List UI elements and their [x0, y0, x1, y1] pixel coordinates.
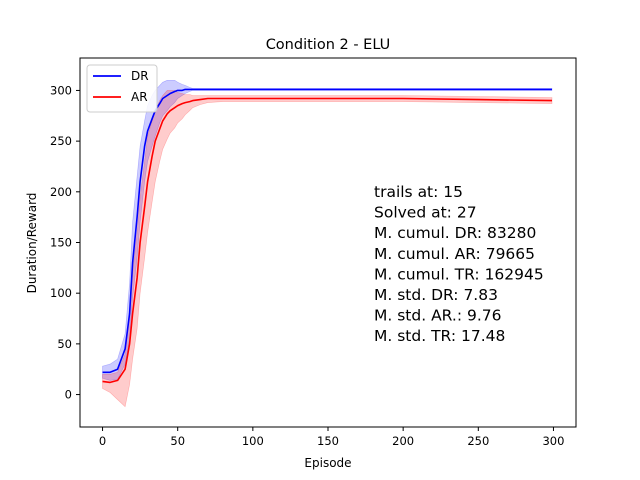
x-axis-label: Episode	[304, 456, 351, 470]
x-tick-label: 200	[392, 434, 414, 448]
confidence-bands	[102, 80, 553, 408]
x-tick-label: 0	[99, 434, 106, 448]
y-tick-label: 300	[50, 83, 72, 97]
y-tick-label: 250	[50, 134, 72, 148]
y-axis: 0 50 100 150 200 250 300	[50, 83, 80, 402]
chart-title: Condition 2 - ELU	[266, 37, 391, 53]
x-tick-label: 50	[170, 434, 185, 448]
stats-annotation: trails at: 15 Solved at: 27 M. cumul. DR: …	[374, 183, 544, 345]
stats-annotation-line: Solved at: 27	[374, 204, 477, 222]
x-tick-label: 250	[467, 434, 489, 448]
x-tick-label: 100	[242, 434, 264, 448]
x-tick-label: 300	[542, 434, 564, 448]
legend-label-ar: AR	[131, 90, 148, 104]
stats-annotation-line: M. cumul. DR: 83280	[374, 224, 536, 242]
series-line-dr	[102, 88, 552, 374]
stats-annotation-line: trails at: 15	[374, 183, 463, 201]
y-tick-label: 100	[50, 286, 72, 300]
stats-annotation-line: M. std. TR: 17.48	[374, 327, 505, 345]
stats-annotation-line: M. std. DR: 7.83	[374, 286, 498, 304]
y-axis-label: Duration/Reward	[25, 193, 39, 294]
y-tick-label: 50	[57, 337, 72, 351]
stats-annotation-line: M. cumul. TR: 162945	[374, 265, 544, 283]
stats-annotation-line: M. std. AR.: 9.76	[374, 307, 501, 325]
legend-label-dr: DR	[131, 69, 149, 83]
y-tick-label: 200	[50, 185, 72, 199]
series-lines	[102, 88, 553, 384]
legend: DR AR	[86, 64, 158, 113]
x-tick-label: 150	[317, 434, 339, 448]
y-tick-label: 0	[65, 388, 72, 402]
stats-annotation-line: M. cumul. AR: 79665	[374, 245, 535, 263]
y-tick-label: 150	[50, 236, 72, 250]
series-line-ar	[102, 97, 553, 384]
x-axis: 0 50 100 150 200 250 300	[99, 427, 564, 448]
